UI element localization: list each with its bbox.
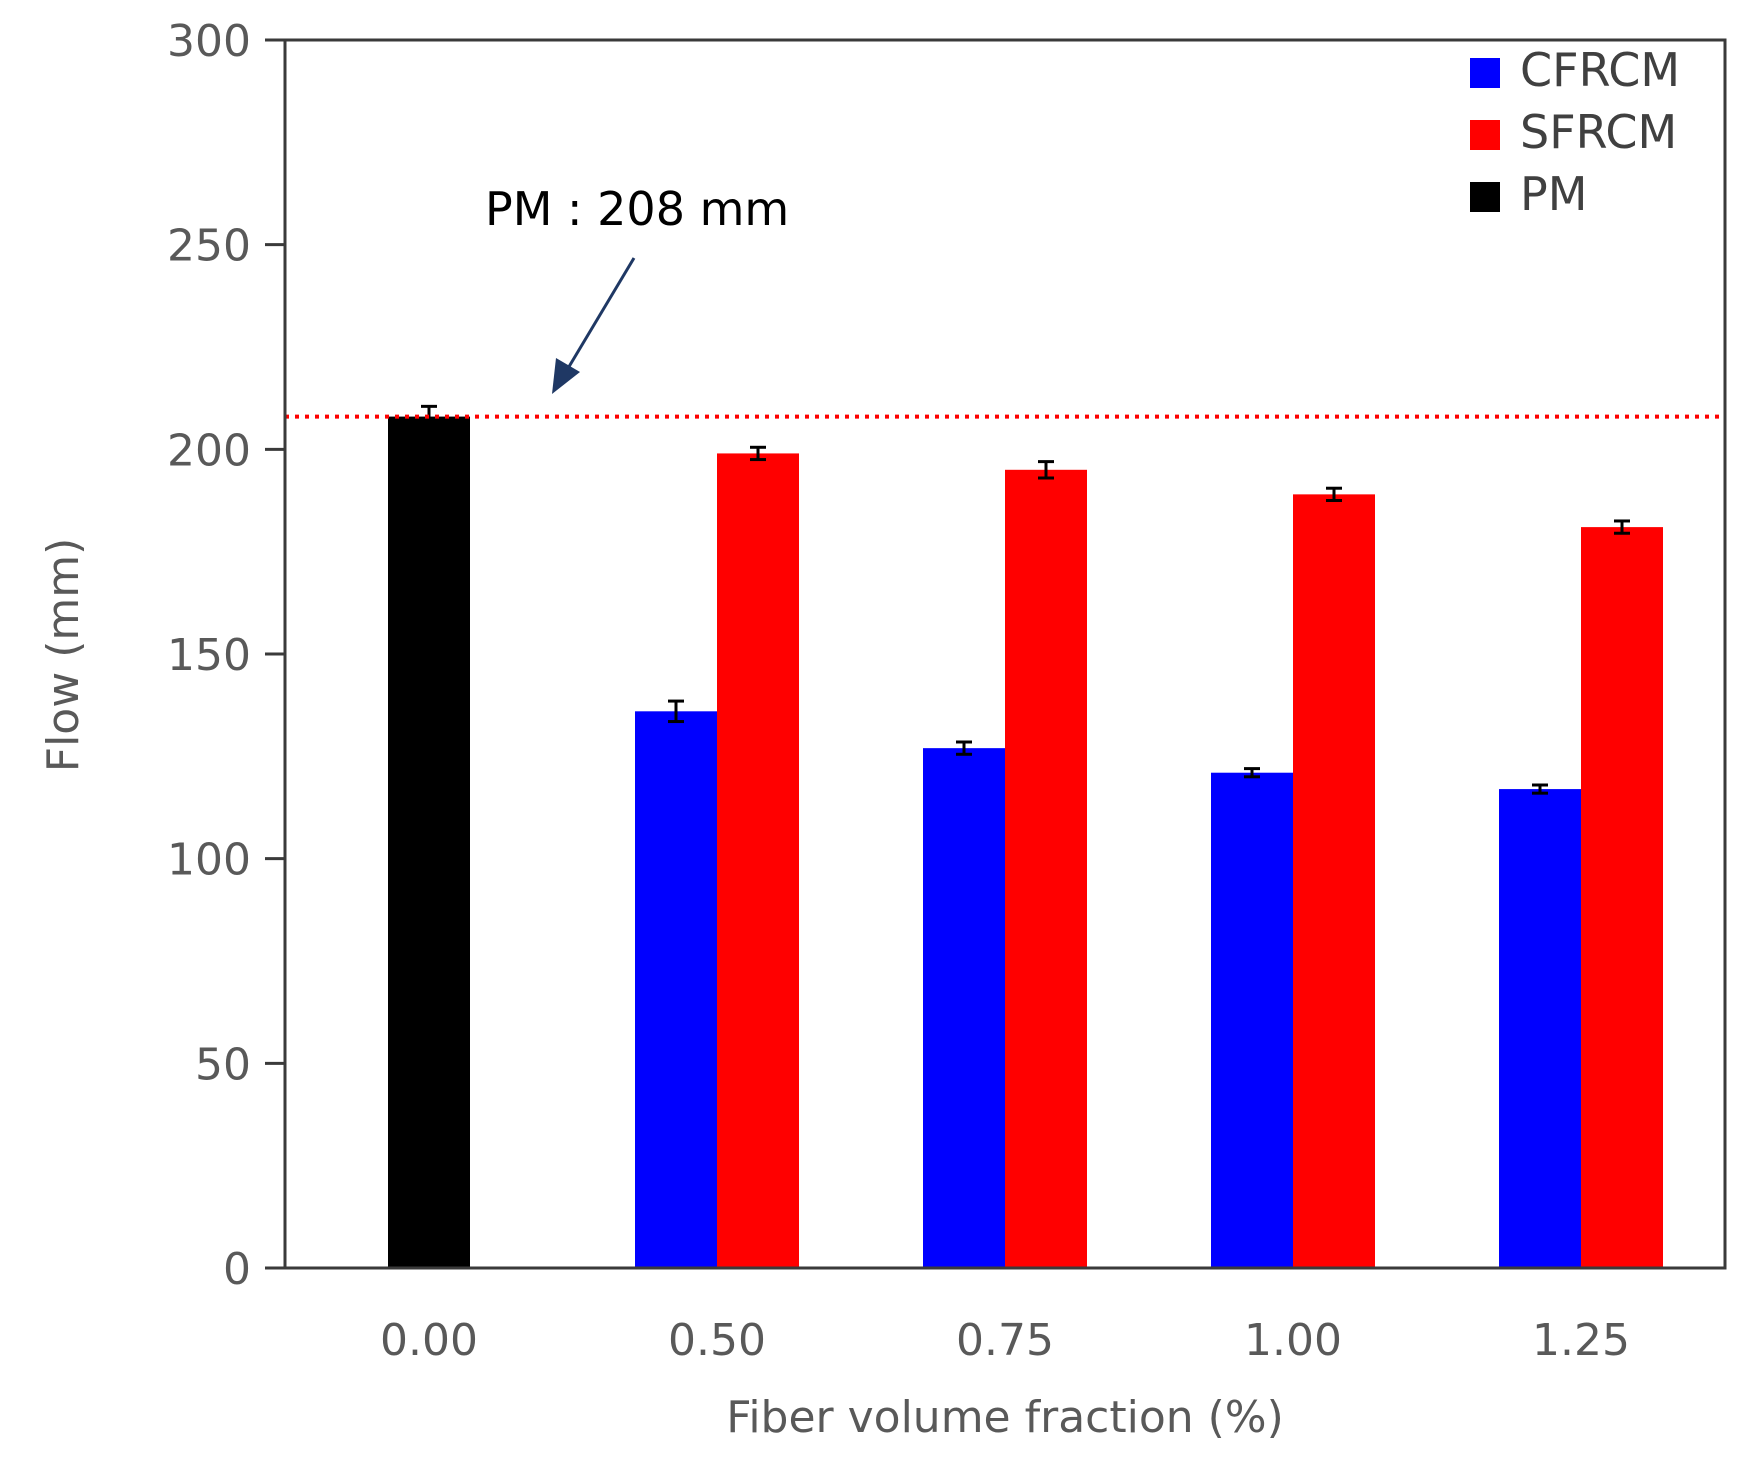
- x-axis-title: Fiber volume fraction (%): [726, 1392, 1284, 1443]
- legend-label-cfrcm: CFRCM: [1520, 43, 1680, 97]
- bar-sfrcm-0.75: [1005, 469, 1087, 1268]
- bar-pm-0.00: [388, 416, 470, 1268]
- legend-swatch-pm: [1470, 182, 1500, 212]
- y-tick-label: 50: [195, 1039, 251, 1090]
- bar-sfrcm-0.50: [717, 453, 799, 1269]
- annotation-arrow-line: [565, 257, 636, 371]
- annotation-arrow-head: [552, 358, 580, 394]
- plot-frame: [283, 38, 1727, 1270]
- legend-label-pm: PM: [1520, 167, 1587, 221]
- x-tick-label: 1.25: [1532, 1315, 1630, 1366]
- x-axis-ticks: 0.00 0.50 0.75 1.00 1.25: [380, 1315, 1630, 1366]
- bar-cfrcm-0.50: [635, 711, 717, 1268]
- legend-swatch-sfrcm: [1470, 120, 1500, 150]
- y-tick-label: 0: [223, 1244, 251, 1295]
- y-tick-label: 150: [167, 630, 251, 681]
- y-tick-label: 200: [167, 425, 251, 476]
- x-tick-label: 1.00: [1244, 1315, 1342, 1366]
- legend-label-sfrcm: SFRCM: [1520, 105, 1677, 159]
- y-tick-label: 300: [167, 16, 251, 67]
- y-tick-label: 250: [167, 221, 251, 272]
- bars-group: [388, 404, 1663, 1269]
- bar-cfrcm-0.75: [923, 748, 1005, 1268]
- bar-sfrcm-1.25: [1581, 527, 1663, 1268]
- legend: CFRCM SFRCM PM: [1470, 43, 1680, 221]
- pm-annotation-label: PM : 208 mm: [485, 182, 789, 236]
- x-tick-label: 0.50: [668, 1315, 766, 1366]
- bar-sfrcm-1.00: [1293, 494, 1375, 1268]
- bar-cfrcm-1.25: [1499, 789, 1581, 1268]
- bar-cfrcm-1.00: [1211, 772, 1293, 1268]
- x-tick-label: 0.75: [956, 1315, 1054, 1366]
- legend-swatch-cfrcm: [1470, 58, 1500, 88]
- x-tick-label: 0.00: [380, 1315, 478, 1366]
- y-tick-label: 100: [167, 835, 251, 886]
- y-axis-ticks: 0 50 100 150 200 250 300: [167, 16, 285, 1295]
- y-axis-title: Flow (mm): [38, 538, 89, 772]
